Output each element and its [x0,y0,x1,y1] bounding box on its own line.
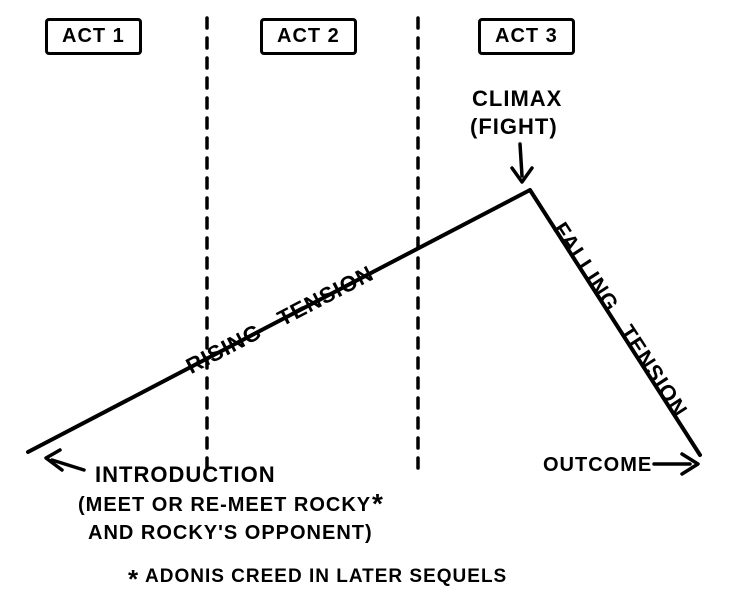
plot-line [28,190,700,455]
climax-label-line1: CLIMAX [472,86,562,112]
climax-arrow-shaft [520,144,522,176]
introduction-label-line1: INTRODUCTION [95,462,276,488]
footnote-star-icon: * [128,564,139,595]
climax-label-line2: (FIGHT) [470,114,558,140]
footnote-label: ADONIS CREED IN LATER SEQUELS [145,566,507,588]
introduction-label-line3: AND ROCKY'S OPPONENT) [88,522,373,545]
introduction-label-line2: (MEET OR RE-MEET ROCKY [78,494,371,517]
outcome-label: OUTCOME [543,454,652,477]
introduction-star-icon: * [372,488,384,520]
